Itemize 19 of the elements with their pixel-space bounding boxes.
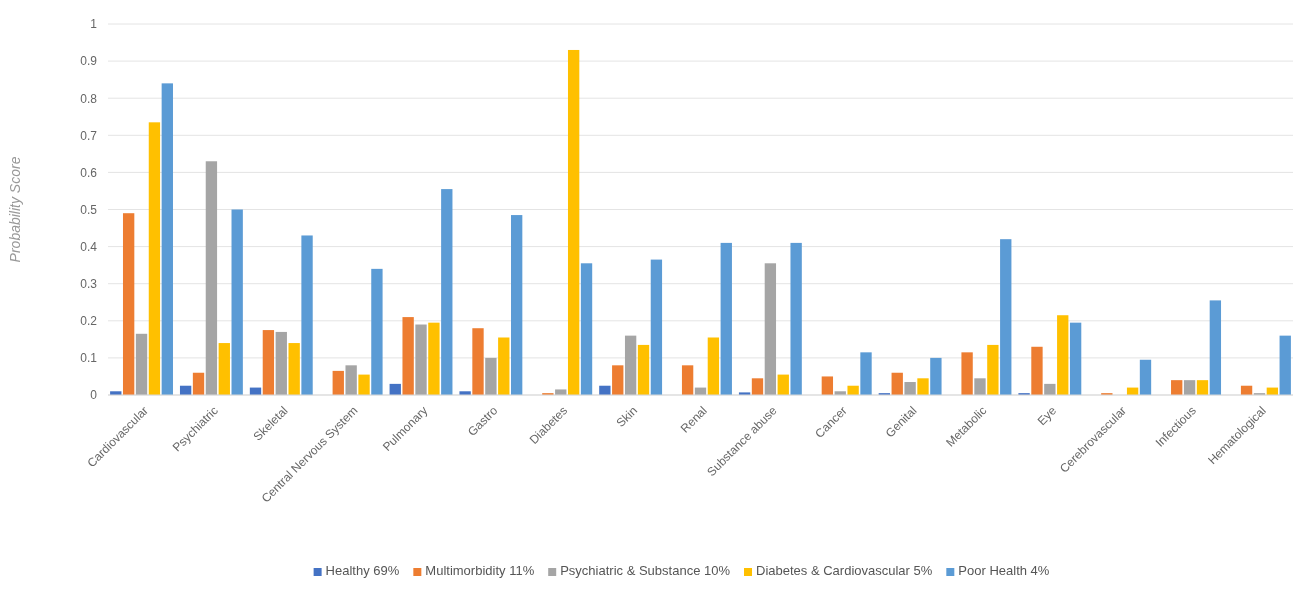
y-tick-label: 0.9 [80,54,98,69]
y-tick-label: 0.4 [80,239,98,254]
y-tick-label: 0.1 [80,351,98,366]
y-tick-label: 0.3 [80,277,98,292]
x-tick-label: Eye [1034,403,1060,429]
y-tick-label: 1 [90,17,98,32]
y-tick-label: 0.5 [80,202,98,217]
y-tick-label: 0.7 [80,128,98,143]
legend-label: Multimorbidity 11% [425,563,535,578]
x-tick-label: Skin [613,403,640,430]
y-tick-label: 0.2 [80,314,98,329]
y-axis-title: Probability Score [7,156,23,263]
y-tick-label: 0.6 [80,165,98,180]
y-tick-label: 0 [90,388,98,403]
legend-label: Psychiatric & Substance 10% [560,563,731,578]
legend-label: Healthy 69% [325,563,400,578]
y-tick-label: 0.8 [80,91,98,106]
legend-label: Poor Health 4% [958,563,1050,578]
legend-label: Diabetes & Cardiovascular 5% [756,563,933,578]
